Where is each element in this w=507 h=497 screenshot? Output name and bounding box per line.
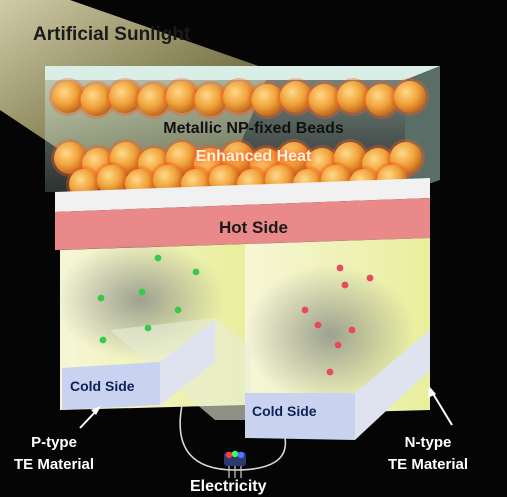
electricity-label: Electricity [190, 478, 267, 495]
charge-carrier [326, 368, 334, 376]
p-type-arrow-icon [79, 406, 101, 429]
p-type-line1: P-type [31, 434, 77, 451]
bead [110, 142, 142, 174]
charge-carrier [348, 326, 356, 334]
charge-carrier [99, 336, 107, 344]
beads-label: Metallic NP-fixed Beads [163, 120, 344, 137]
enhanced-heat-label: Enhanced Heat [195, 148, 312, 165]
bead [109, 81, 141, 113]
bead [334, 142, 366, 174]
n-type-line1: N-type [404, 434, 452, 451]
hot-plate [55, 198, 430, 250]
n-type-label: N-type TE Material [388, 432, 468, 476]
cold-plate-right [245, 393, 355, 440]
bead [52, 81, 84, 113]
charge-carrier [334, 341, 342, 349]
p-type-label: P-type TE Material [14, 432, 94, 476]
charge-carrier [341, 281, 349, 289]
n-type-line2: TE Material [388, 456, 469, 473]
cold-side-left-label: Cold Side [70, 378, 135, 394]
charge-carrier [192, 268, 200, 276]
bead [166, 81, 198, 113]
bead [80, 84, 113, 116]
bead [153, 165, 183, 195]
hot-side-label: Hot Side [219, 218, 288, 237]
bead [337, 81, 369, 113]
bead [223, 81, 255, 113]
cold-plate-right-side [355, 330, 430, 440]
charge-carrier [97, 294, 105, 302]
bead [390, 142, 422, 174]
bead [54, 142, 86, 174]
p-type-line2: TE Material [14, 456, 95, 473]
charge-carrier [144, 324, 152, 332]
bead [251, 84, 284, 116]
n-type-carriers [301, 264, 374, 376]
top-glass-plate [45, 66, 440, 80]
charge-carrier [336, 264, 344, 272]
bead [97, 165, 127, 195]
charge-carrier [301, 306, 309, 314]
bead [308, 84, 341, 116]
cold-plate-left-side [160, 320, 215, 405]
charge-carrier [366, 274, 374, 282]
n-type-leg-shade [245, 265, 415, 405]
artificial-sunlight-label: Artificial Sunlight [33, 24, 191, 45]
led-icon [224, 450, 246, 478]
bead [166, 142, 198, 174]
bead [222, 142, 254, 174]
charge-carrier [138, 288, 146, 296]
bead [194, 84, 227, 116]
hot-plate-top [55, 178, 430, 212]
n-type-arrow-icon [428, 386, 453, 426]
charge-carrier [314, 321, 322, 329]
charge-carrier [174, 306, 182, 314]
bead [137, 84, 170, 116]
bead [280, 81, 312, 113]
cold-plate-left [62, 362, 160, 410]
bead-row-top [49, 78, 429, 119]
bead [365, 84, 398, 116]
p-type-carriers [97, 254, 200, 344]
bead [394, 81, 426, 113]
cold-side-right-label: Cold Side [252, 403, 317, 419]
charge-carrier [154, 254, 162, 262]
bead [278, 142, 310, 174]
